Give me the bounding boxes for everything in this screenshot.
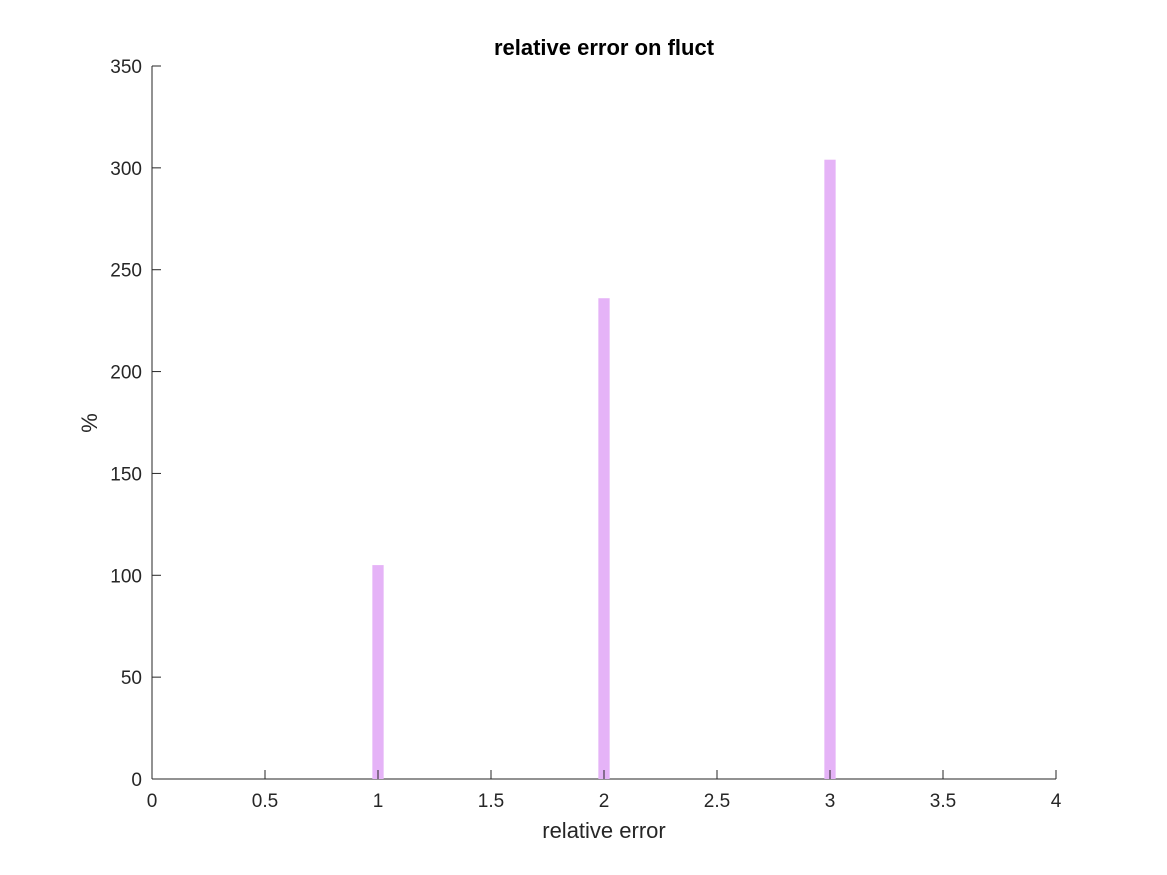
y-tick-label: 150 (110, 464, 142, 485)
x-axis-label: relative error (542, 818, 665, 843)
y-axis-label: % (77, 413, 102, 433)
bar-x-2 (598, 298, 610, 779)
bar-series (372, 159, 836, 780)
x-tick-label: 4 (1051, 791, 1062, 812)
x-tick-label: 2 (599, 791, 610, 812)
bar-x-1 (372, 565, 384, 779)
x-tick-label: 1 (373, 791, 384, 812)
chart-title: relative error on fluct (494, 35, 715, 60)
x-tick-label: 1.5 (478, 791, 504, 812)
axis-ticks: 0 0.5 1 1.5 2 2.5 3 3.5 4 0 50 100 150 200 250 300 350 (110, 57, 1061, 812)
x-tick-label: 3.5 (930, 791, 956, 812)
bar-x-3 (824, 159, 836, 780)
y-tick-label: 250 (110, 261, 142, 282)
y-tick-label: 100 (110, 566, 142, 587)
x-tick-label: 0.5 (252, 791, 278, 812)
y-tick-label: 50 (121, 668, 142, 689)
y-tick-label: 0 (131, 770, 142, 791)
x-tick-label: 2.5 (704, 791, 730, 812)
y-tick-label: 350 (110, 57, 142, 78)
x-tick-label: 0 (147, 791, 158, 812)
y-tick-label: 300 (110, 159, 142, 180)
x-tick-label: 3 (825, 791, 836, 812)
y-tick-label: 200 (110, 363, 142, 384)
